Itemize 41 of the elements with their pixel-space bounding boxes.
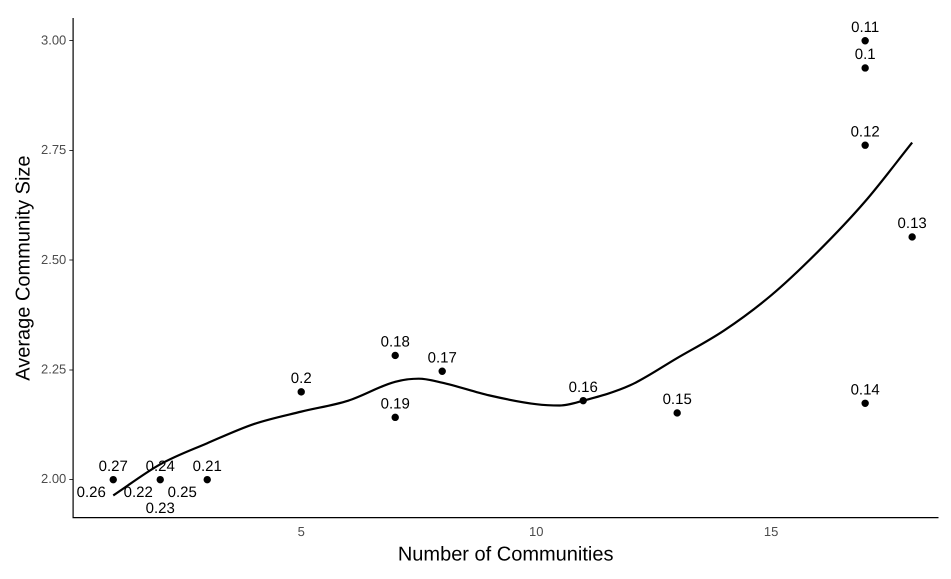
annotation: 0.16 bbox=[568, 378, 598, 396]
annotation: 0.11 bbox=[851, 18, 880, 36]
point bbox=[392, 352, 399, 360]
annotation: 0.18 bbox=[380, 334, 410, 351]
y-tick-label: 2.25 bbox=[40, 362, 66, 377]
y-tick-label: 2.50 bbox=[40, 252, 66, 267]
point bbox=[861, 400, 869, 407]
y-tick-label: 2.75 bbox=[40, 142, 66, 158]
point bbox=[673, 409, 681, 417]
point bbox=[579, 396, 587, 404]
annotation: 0.25 bbox=[168, 484, 197, 501]
point bbox=[908, 233, 916, 241]
annotation: 0.17 bbox=[428, 349, 457, 366]
annotation: 0.19 bbox=[380, 395, 410, 412]
point bbox=[861, 64, 869, 72]
y-axis-title: Average Community Size bbox=[12, 155, 35, 381]
x-axis-title: Number of Communities bbox=[398, 544, 614, 566]
x-tick-label: 10 bbox=[528, 524, 544, 539]
annotation: 0.26 bbox=[76, 484, 106, 501]
y-tick-label: 3.00 bbox=[40, 32, 66, 48]
point bbox=[392, 414, 399, 422]
annotation: 0.15 bbox=[662, 391, 692, 408]
annotation: 0.21 bbox=[192, 458, 222, 475]
annotation: 0.22 bbox=[124, 484, 153, 501]
point bbox=[861, 37, 869, 44]
x-tick-label: 5 bbox=[298, 524, 305, 539]
annotation: 0.13 bbox=[898, 215, 927, 232]
annotation: 0.27 bbox=[98, 458, 128, 475]
annotation: 0.1 bbox=[854, 46, 876, 64]
x-tick-label: 15 bbox=[764, 524, 778, 539]
point bbox=[438, 368, 446, 375]
annotation: 0.14 bbox=[850, 381, 880, 398]
point bbox=[861, 142, 869, 149]
annotation: 0.23 bbox=[146, 500, 175, 517]
point bbox=[298, 388, 305, 396]
annotation: 0.12 bbox=[850, 123, 880, 140]
point bbox=[204, 476, 211, 484]
point bbox=[110, 476, 117, 484]
y-tick-label: 2.00 bbox=[40, 471, 66, 486]
annotation: 0.2 bbox=[290, 370, 312, 388]
point bbox=[156, 476, 164, 484]
